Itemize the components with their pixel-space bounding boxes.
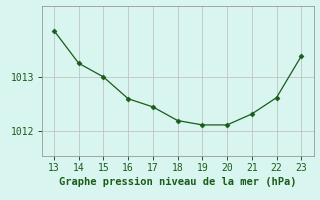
X-axis label: Graphe pression niveau de la mer (hPa): Graphe pression niveau de la mer (hPa) [59, 177, 296, 187]
